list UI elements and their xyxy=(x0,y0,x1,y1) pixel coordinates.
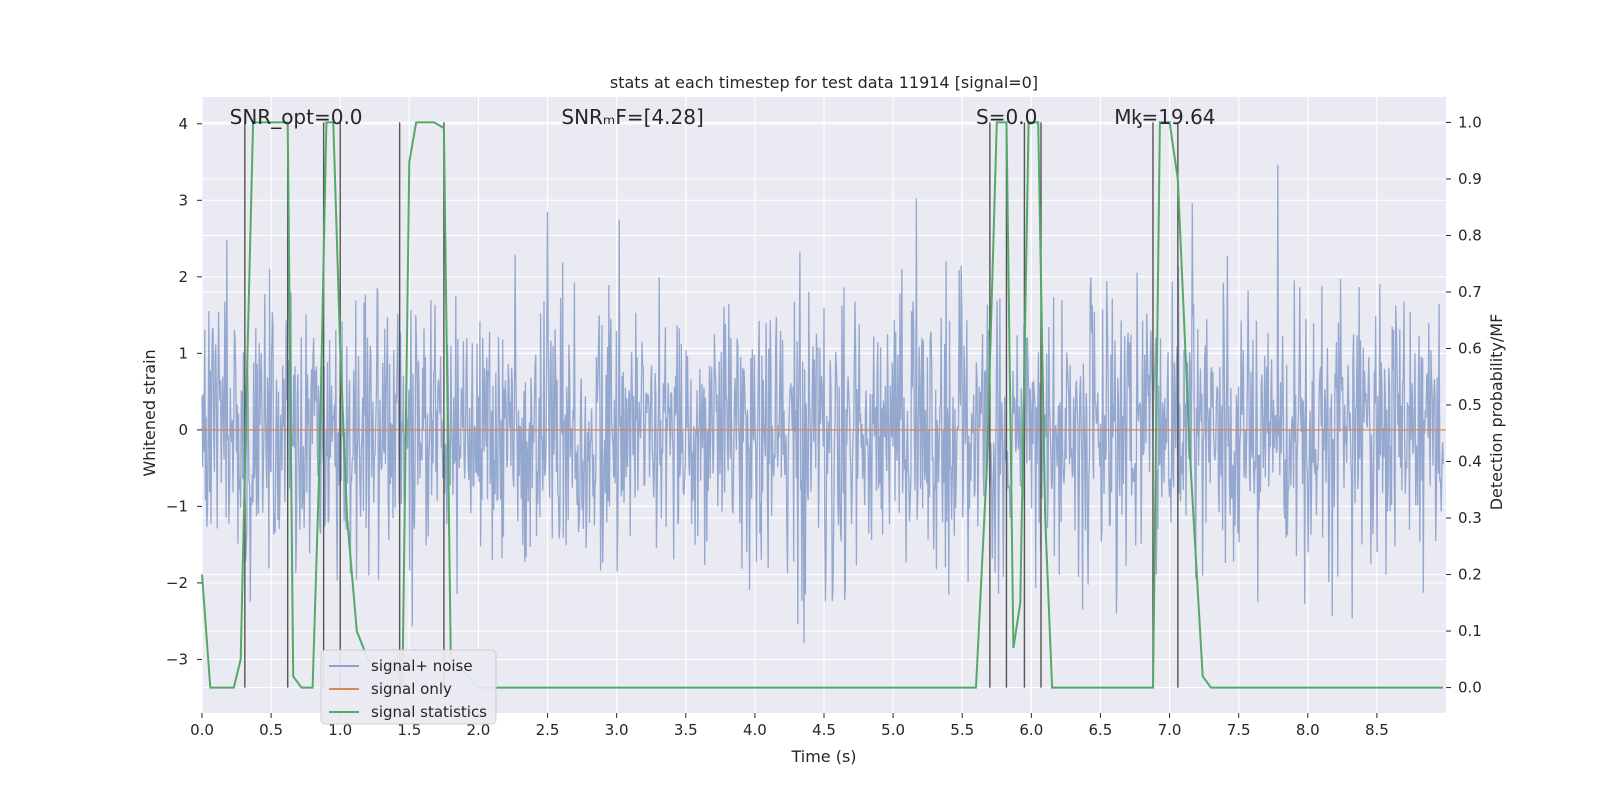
y-tick-label-right: 0.0 xyxy=(1458,679,1482,697)
x-tick-label: 0.0 xyxy=(190,721,214,739)
y-tick-label-left: −1 xyxy=(166,497,188,515)
x-tick-label: 0.5 xyxy=(259,721,283,739)
legend: signal+ noise signal only signal statistic… xyxy=(320,649,497,725)
y-axis-label-right: Detection probability/MF xyxy=(1487,314,1506,511)
x-tick-label: 3.0 xyxy=(605,721,629,739)
x-tick-label: 5.0 xyxy=(881,721,905,739)
y-tick-label-right: 0.3 xyxy=(1458,509,1482,527)
series-signal-noise xyxy=(201,164,1444,643)
y-tick-label-left: −3 xyxy=(166,650,188,668)
legend-box xyxy=(320,649,497,725)
annotation-s-value: S=0.0 xyxy=(976,105,1037,129)
x-tick-label: 4.0 xyxy=(743,721,767,739)
y-tick-label-right: 0.2 xyxy=(1458,566,1482,584)
x-axis-label: Time (s) xyxy=(790,747,856,766)
y-tick-label-right: 0.5 xyxy=(1458,396,1482,414)
y-tick-label-left: 0 xyxy=(178,421,188,439)
x-tick-label: 8.0 xyxy=(1296,721,1320,739)
x-tick-label: 3.5 xyxy=(674,721,698,739)
x-tick-label: 1.5 xyxy=(397,721,421,739)
annotation-snr-opt: SNR_opt=0.0 xyxy=(230,105,363,129)
y-tick-label-right: 0.9 xyxy=(1458,170,1482,188)
legend-label: signal+ noise xyxy=(371,657,473,675)
y-tick-label-left: 1 xyxy=(178,344,188,362)
x-tick-label: 2.5 xyxy=(536,721,560,739)
y-tick-label-right: 0.6 xyxy=(1458,339,1482,357)
y-tick-label-left: 3 xyxy=(178,191,188,209)
y-tick-label-right: 0.7 xyxy=(1458,283,1482,301)
y-tick-label-left: −2 xyxy=(166,574,188,592)
y-tick-label-right: 0.8 xyxy=(1458,226,1482,244)
legend-label: signal only xyxy=(371,680,452,698)
x-tick-label: 6.5 xyxy=(1089,721,1113,739)
x-tick-label: 1.0 xyxy=(328,721,352,739)
x-tick-label: 6.0 xyxy=(1019,721,1043,739)
legend-label: signal statistics xyxy=(371,703,487,721)
y-axis-label-left: Whitened strain xyxy=(140,349,159,476)
y-tick-label-right: 0.4 xyxy=(1458,453,1482,471)
x-tick-label: 8.5 xyxy=(1365,721,1389,739)
x-tick-label: 7.0 xyxy=(1158,721,1182,739)
y-tick-label-left: 2 xyxy=(178,268,188,286)
series-signal-statistics xyxy=(201,121,1444,689)
x-tick-label: 5.5 xyxy=(950,721,974,739)
annotation-mc-value: Mᶄ=19.64 xyxy=(1114,105,1215,129)
x-tick-label: 7.5 xyxy=(1227,721,1251,739)
annotation-snr-mf: SNRₘF=[4.28] xyxy=(561,105,703,129)
chart-title: stats at each timestep for test data 119… xyxy=(610,73,1038,92)
y-tick-label-left: 4 xyxy=(178,115,188,133)
y-tick-label-right: 1.0 xyxy=(1458,113,1482,131)
y-tick-label-right: 0.1 xyxy=(1458,622,1482,640)
x-tick-label: 2.0 xyxy=(467,721,491,739)
x-tick-label: 4.5 xyxy=(812,721,836,739)
